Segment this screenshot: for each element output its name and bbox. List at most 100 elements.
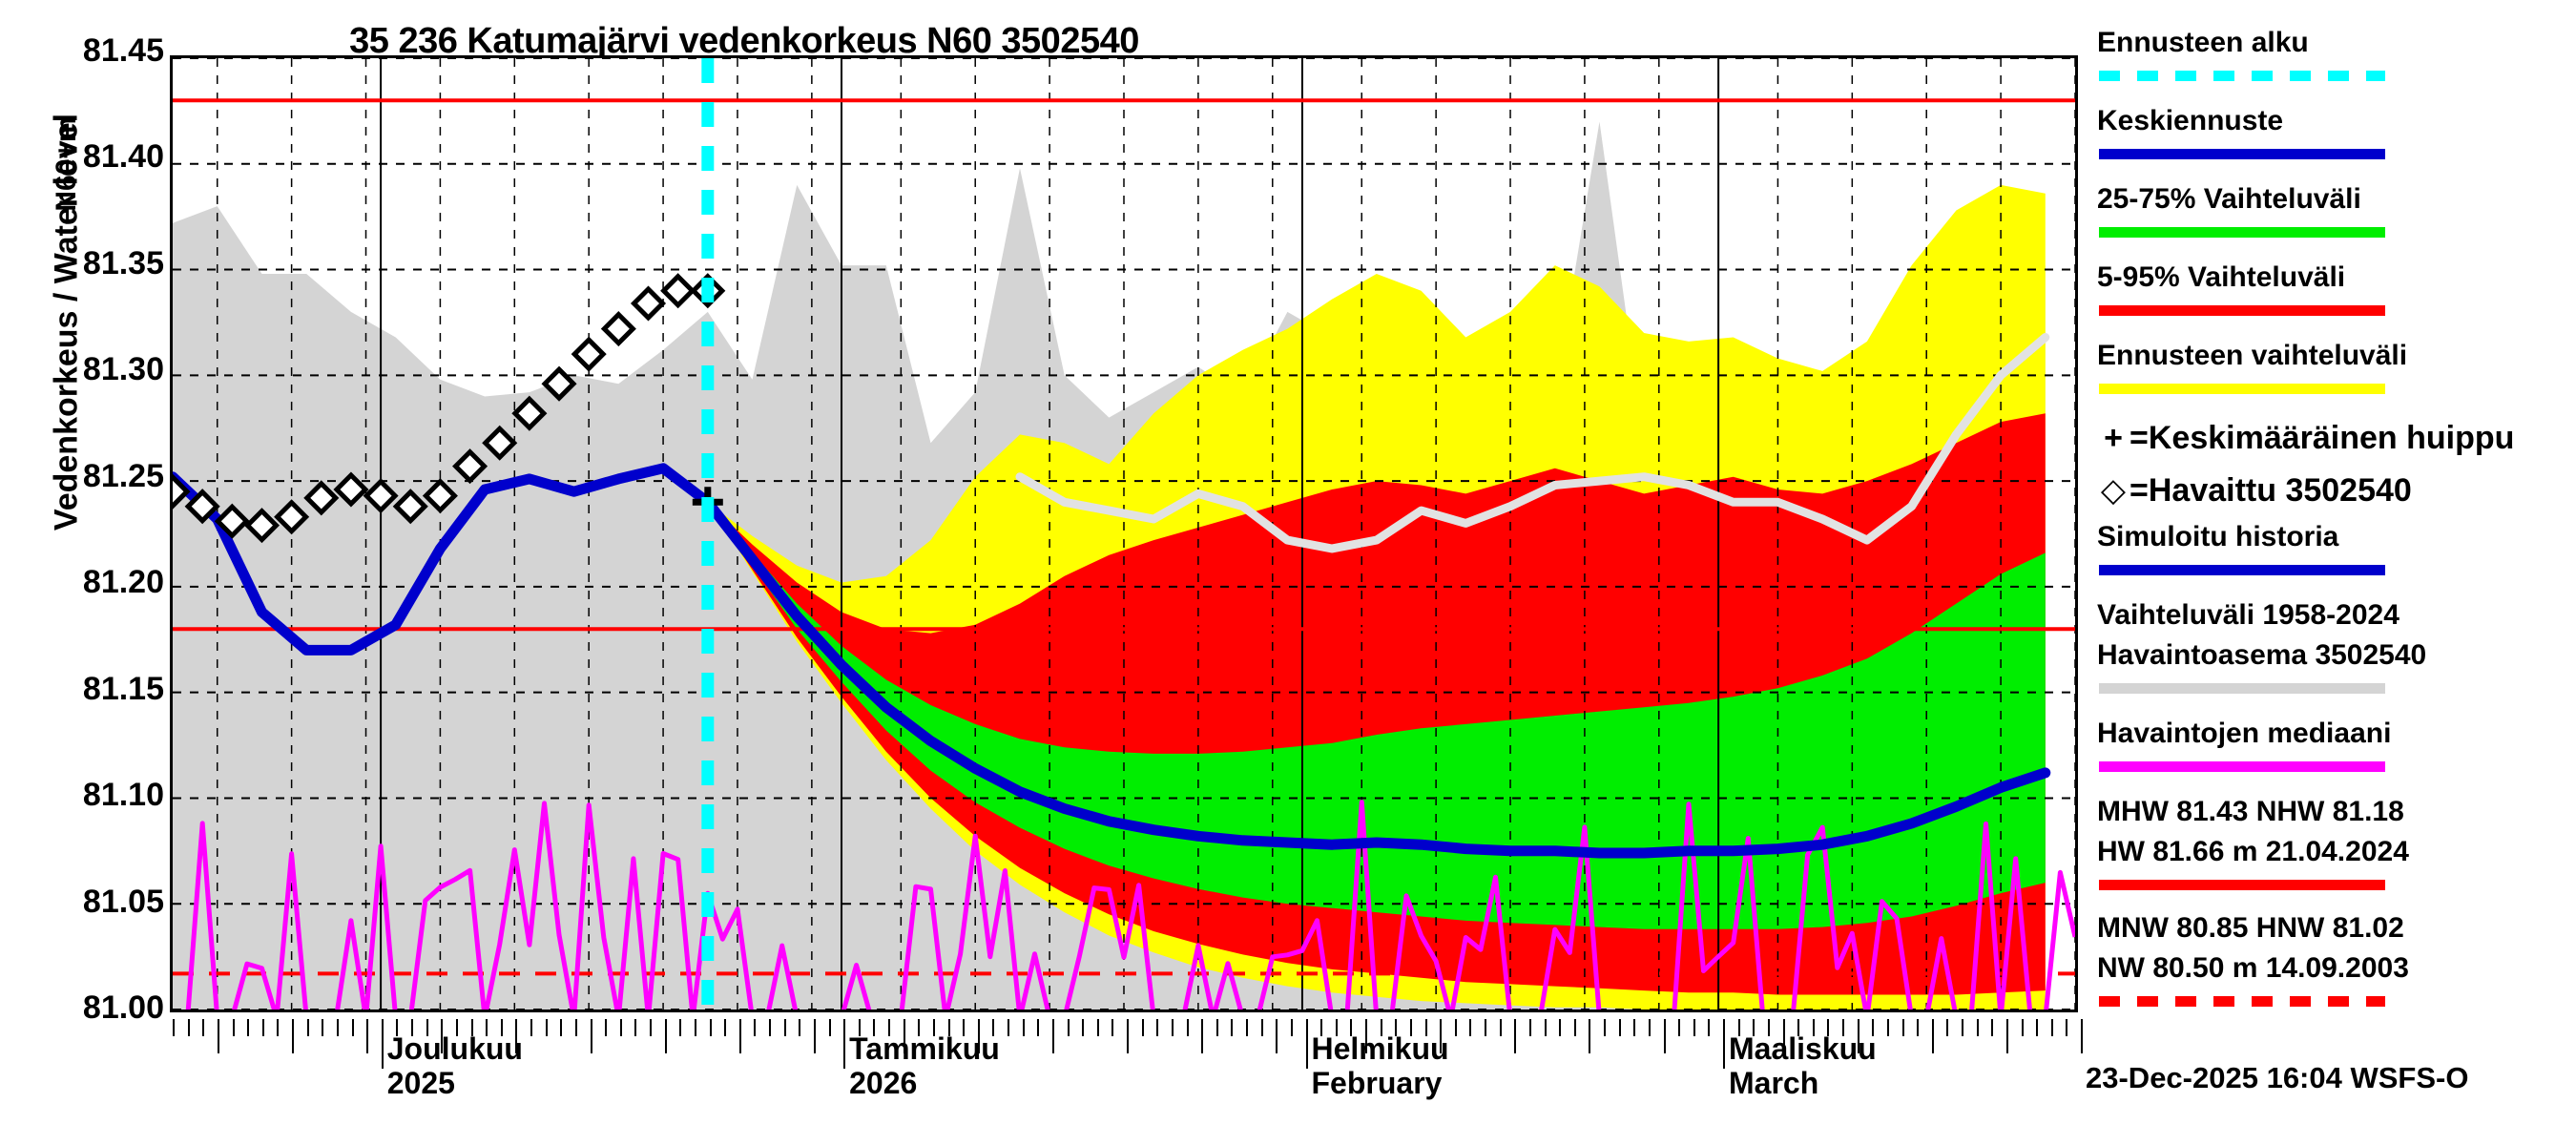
- x-axis-tick-mark: [515, 1019, 518, 1053]
- observed-diamond-marker: [422, 478, 458, 514]
- x-axis-tick-mark: [2005, 1019, 2008, 1053]
- legend-mean-peak: + =Keskimääräinen huippu: [2097, 420, 2514, 457]
- x-axis-tick-mark: [1350, 1019, 1353, 1036]
- legend-band-25-75-label: 25-75% Vaihteluväli: [2097, 183, 2361, 215]
- x-axis-tick-line1: Joulukuu: [386, 1031, 523, 1066]
- x-axis-tick-mark: [1186, 1019, 1189, 1036]
- x-axis-tick-mark: [261, 1019, 264, 1036]
- x-axis-tick-mark: [947, 1019, 950, 1036]
- observed-diamond-marker: [184, 489, 220, 525]
- x-axis-tick: Maaliskuu March: [1729, 1031, 1877, 1101]
- x-axis-tick-mark: [1589, 1019, 1591, 1053]
- y-axis-tick: 81.20: [82, 564, 164, 601]
- x-axis-tick-mark: [963, 1019, 966, 1036]
- x-axis-tick-mark: [2021, 1019, 2024, 1036]
- x-axis-tick-mark: [1260, 1019, 1263, 1036]
- x-axis-tick-mark: [754, 1019, 757, 1036]
- x-axis-tick-mark: [1812, 1019, 1815, 1036]
- x-axis-tick-mark: [1246, 1019, 1248, 1036]
- observed-diamond-marker: [274, 499, 310, 535]
- observations-median-line: [185, 800, 2075, 1010]
- legend-forecast-start-swatch: [2099, 71, 2385, 81]
- legend-mean-peak-glyph: +: [2104, 420, 2123, 456]
- x-axis-tick-mark: [247, 1019, 250, 1036]
- x-axis-tick-mark: [650, 1019, 652, 1036]
- x-axis-tick-mark: [977, 1019, 980, 1053]
- x-axis-tick-mark: [306, 1019, 309, 1036]
- x-axis-tick-mark: [1409, 1019, 1412, 1036]
- legend-simulated-history-swatch: [2099, 565, 2385, 575]
- x-axis-tick-mark: [1917, 1019, 1920, 1036]
- x-axis-tick-mark: [1305, 1019, 1308, 1069]
- legend-mean-peak-label: =Keskimääräinen huippu: [2129, 420, 2515, 456]
- x-axis-tick-mark: [1454, 1019, 1457, 1036]
- observed-diamond-marker: [452, 448, 488, 485]
- x-axis-tick-mark: [813, 1019, 816, 1053]
- x-axis-tick-mark: [1693, 1019, 1695, 1036]
- x-axis-tick-mark: [1127, 1019, 1129, 1053]
- x-axis-tick-mark: [1022, 1019, 1025, 1036]
- y-axis-tick: 81.40: [82, 138, 164, 176]
- y-axis-tick: 81.10: [82, 777, 164, 814]
- x-axis-tick-mark: [366, 1019, 369, 1053]
- observed-diamond-marker: [571, 336, 607, 372]
- x-axis-tick-mark: [1171, 1019, 1174, 1036]
- legend-forecast-range-swatch: [2099, 384, 2385, 394]
- legend-simulated-history-label: Simuloitu historia: [2097, 521, 2339, 552]
- x-axis-tick-mark: [1678, 1019, 1681, 1036]
- band-25-75: [707, 502, 2046, 929]
- x-axis-tick-mark: [1946, 1019, 1949, 1036]
- observed-diamond-marker: [541, 365, 577, 402]
- x-axis-tick-mark: [277, 1019, 280, 1036]
- x-axis-tick-mark: [1201, 1019, 1204, 1053]
- x-axis-tick-mark: [396, 1019, 399, 1036]
- x-axis-tick-mark: [1231, 1019, 1234, 1036]
- x-axis-tick-mark: [1857, 1019, 1859, 1053]
- x-axis-tick-mark: [1886, 1019, 1889, 1036]
- x-axis-tick-mark: [1320, 1019, 1323, 1036]
- observed-diamond-marker: [392, 489, 428, 525]
- x-axis-tick-mark: [470, 1019, 473, 1036]
- x-axis-tick-mark: [1335, 1019, 1338, 1036]
- x-axis-tick-mark: [634, 1019, 637, 1036]
- x-axis-tick-mark: [1051, 1019, 1054, 1053]
- x-axis-tick-mark: [1872, 1019, 1875, 1036]
- legend-range-1958-2024-label: Vaihteluväli 1958-2024: [2097, 599, 2399, 631]
- x-axis-tick-mark: [1737, 1019, 1740, 1036]
- x-axis-tick-mark: [1499, 1019, 1502, 1036]
- x-axis-tick-mark: [351, 1019, 354, 1036]
- observed-diamond-marker: [173, 473, 191, 510]
- x-axis-tick-mark: [1604, 1019, 1606, 1036]
- x-axis-tick-mark: [1931, 1019, 1934, 1053]
- observed-diamond-marker: [511, 395, 548, 431]
- legend-median-forecast-label: Keskiennuste: [2097, 105, 2284, 136]
- x-axis-tick-mark: [426, 1019, 428, 1036]
- x-axis-tick-line1: Tammikuu: [849, 1031, 1000, 1066]
- legend-band-25-75-swatch: [2099, 227, 2385, 238]
- x-axis-tick-mark: [679, 1019, 682, 1036]
- observed-diamond-marker: [660, 273, 696, 309]
- x-axis-tick-mark: [411, 1019, 413, 1036]
- y-axis-tick: 81.25: [82, 457, 164, 494]
- x-axis-tick-mark: [1082, 1019, 1085, 1036]
- x-axis-tick-mark: [1141, 1019, 1144, 1036]
- x-axis-tick-mark: [1215, 1019, 1218, 1036]
- observed-diamond-marker: [243, 508, 280, 544]
- legend-mhw-swatch: [2099, 880, 2385, 890]
- x-axis-tick-mark: [605, 1019, 608, 1036]
- x-axis-tick: Helmikuu February: [1312, 1031, 1449, 1101]
- x-axis-tick-mark: [1663, 1019, 1666, 1053]
- x-axis-tick-mark: [2050, 1019, 2053, 1036]
- x-axis-tick-mark: [545, 1019, 548, 1036]
- x-axis-tick: Tammikuu 2026: [849, 1031, 1000, 1101]
- x-axis-tick-mark: [590, 1019, 592, 1053]
- legend-stat-mnw-hnw: MNW 80.85 HNW 81.02: [2097, 912, 2404, 944]
- x-axis-tick-line2: 2025: [386, 1065, 455, 1100]
- x-axis-tick-mark: [1111, 1019, 1114, 1036]
- legend-nw-swatch: [2099, 996, 2385, 1007]
- x-axis-tick-line2: 2026: [849, 1065, 918, 1100]
- observed-diamond-marker: [630, 285, 667, 322]
- observed-diamond-marker: [600, 311, 636, 347]
- x-axis-tick: Joulukuu 2025: [386, 1031, 523, 1101]
- x-axis-tick-mark: [2066, 1019, 2068, 1036]
